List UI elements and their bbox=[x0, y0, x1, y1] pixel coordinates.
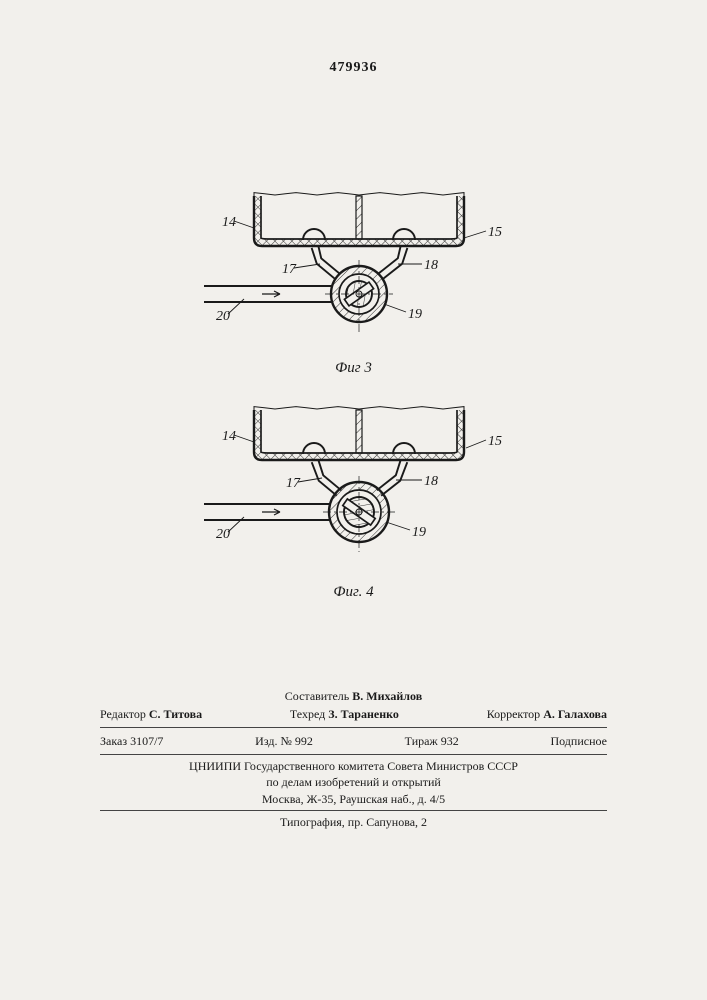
org-address: Москва, Ж-35, Раушская наб., д. 4/5 bbox=[100, 791, 607, 807]
order-value: 3107/7 bbox=[130, 734, 163, 748]
figure-3: 14 15 17 18 19 20 Фиг 3 bbox=[194, 186, 514, 377]
editor-name: С. Титова bbox=[149, 707, 202, 721]
figure-4-caption: Фиг. 4 bbox=[194, 584, 514, 601]
svg-text:20: 20 bbox=[216, 309, 230, 324]
svg-text:18: 18 bbox=[424, 474, 438, 489]
izd-label: Изд. № bbox=[255, 734, 292, 748]
svg-text:19: 19 bbox=[408, 307, 422, 322]
svg-text:17: 17 bbox=[286, 476, 301, 491]
tirage-label: Тираж bbox=[405, 734, 438, 748]
typography-line: Типография, пр. Сапунова, 2 bbox=[100, 814, 607, 830]
tirage-value: 932 bbox=[441, 734, 459, 748]
svg-text:15: 15 bbox=[488, 225, 502, 240]
svg-text:17: 17 bbox=[282, 262, 297, 277]
figure-3-svg: 14 15 17 18 19 20 bbox=[194, 186, 514, 356]
svg-text:20: 20 bbox=[216, 527, 230, 542]
svg-text:14: 14 bbox=[222, 429, 236, 444]
figure-4-svg: 14 15 17 18 19 20 bbox=[194, 400, 514, 580]
figure-3-caption: Фиг 3 bbox=[194, 360, 514, 377]
techred-label: Техред bbox=[290, 707, 325, 721]
izd-value: 992 bbox=[295, 734, 313, 748]
compiler-label: Составитель bbox=[285, 689, 349, 703]
svg-text:19: 19 bbox=[412, 525, 426, 540]
svg-text:14: 14 bbox=[222, 215, 236, 230]
org-line-1: ЦНИИПИ Государственного комитета Совета … bbox=[100, 758, 607, 774]
corrector-label: Корректор bbox=[487, 707, 541, 721]
figure-4: 14 15 17 18 19 20 Фиг. 4 bbox=[194, 400, 514, 601]
techred-name: З. Тараненко bbox=[328, 707, 399, 721]
org-line-2: по делам изобретений и открытий bbox=[100, 774, 607, 790]
svg-text:18: 18 bbox=[424, 258, 438, 273]
compiler-name: В. Михайлов bbox=[352, 689, 422, 703]
subscription: Подписное bbox=[550, 733, 607, 749]
svg-text:15: 15 bbox=[488, 434, 502, 449]
footer-block: Составитель В. Михайлов Редактор С. Тито… bbox=[100, 688, 607, 830]
editor-label: Редактор bbox=[100, 707, 146, 721]
patent-number: 479936 bbox=[0, 60, 707, 76]
corrector-name: А. Галахова bbox=[543, 707, 607, 721]
order-label: Заказ bbox=[100, 734, 127, 748]
